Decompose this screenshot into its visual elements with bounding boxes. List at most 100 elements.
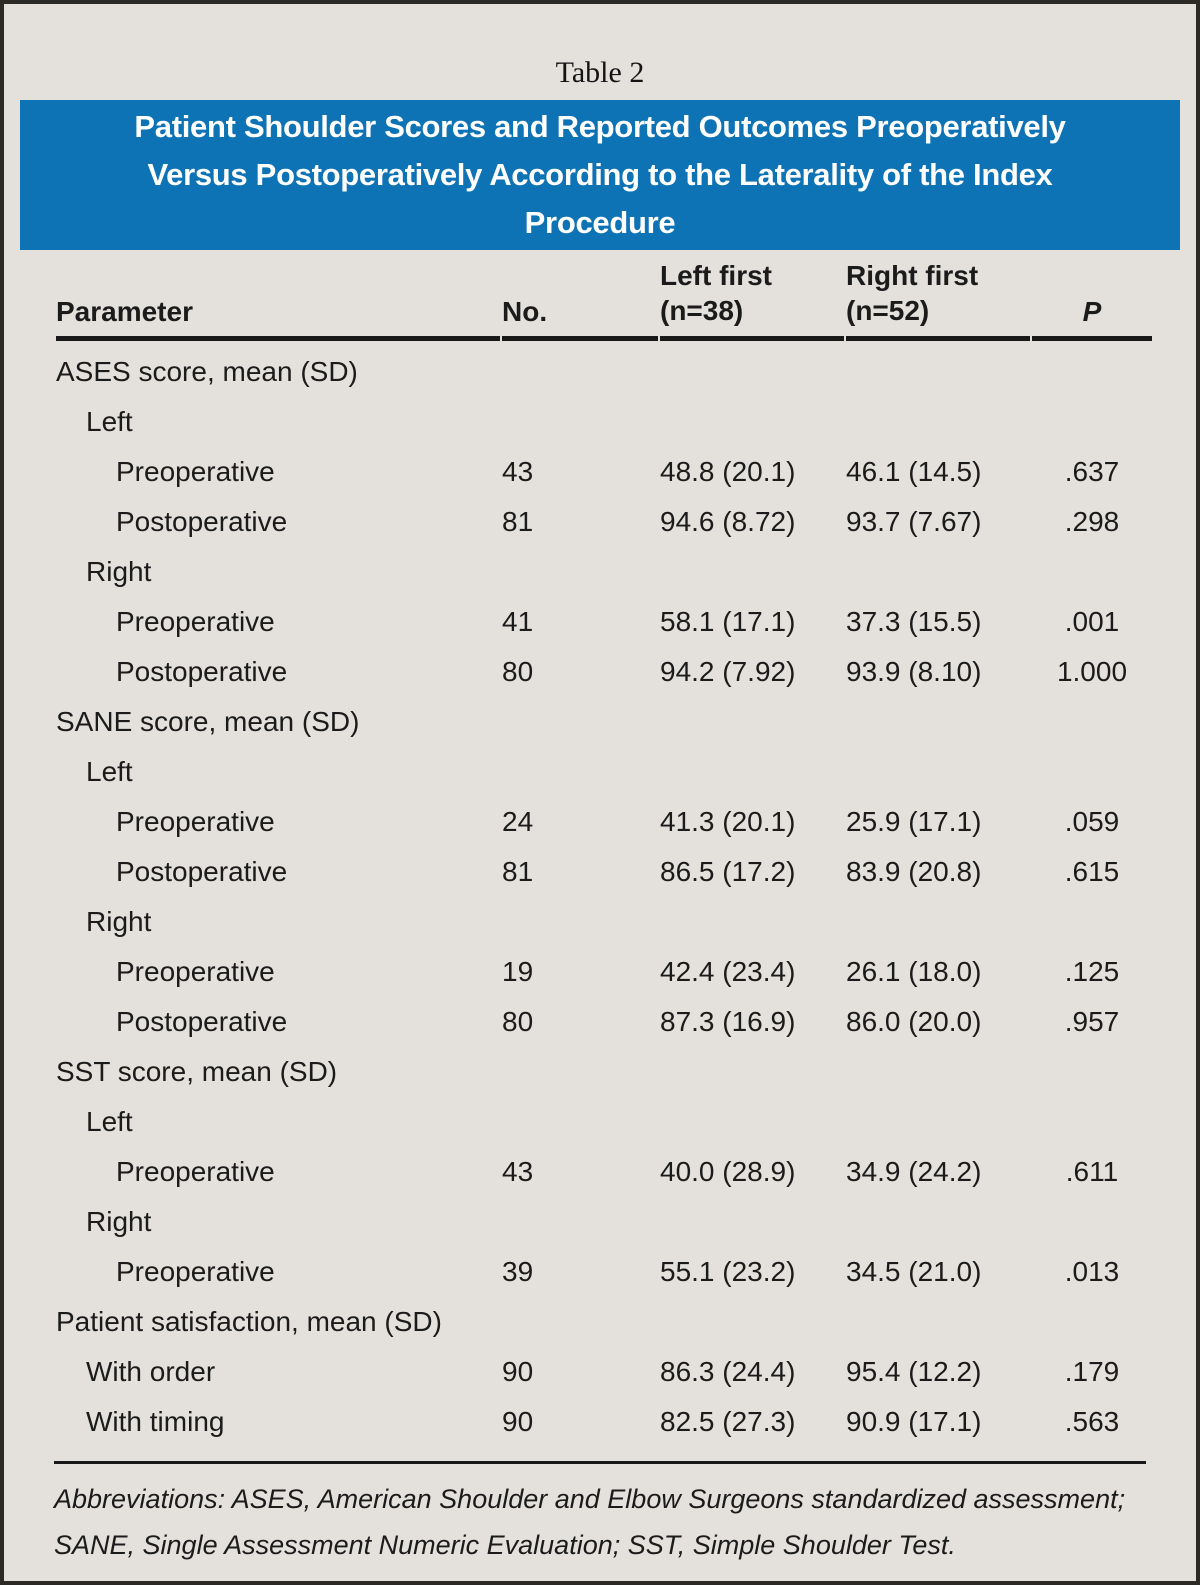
row-right-first-value: 90.9 (17.1) xyxy=(846,1406,982,1437)
table-row: Left xyxy=(56,397,1152,447)
table-row: SANE score, mean (SD) xyxy=(56,697,1152,747)
row-label: ASES score, mean (SD) xyxy=(56,356,358,387)
row-p-value: .001 xyxy=(1064,606,1120,637)
table-header-row: Parameter No. Left first (n=38) Right fi… xyxy=(56,250,1152,341)
row-no-value xyxy=(502,1047,658,1097)
row-label: Postoperative xyxy=(116,1006,288,1037)
row-right-first-value xyxy=(846,697,1030,747)
row-left-first-value xyxy=(660,897,844,947)
row-no-value xyxy=(502,397,658,447)
table-row: With order 90 86.3 (24.4) 95.4 (12.2) .1… xyxy=(56,1347,1152,1397)
row-left-first-value: 87.3 (16.9) xyxy=(660,1006,796,1037)
row-label: Postoperative xyxy=(116,856,288,887)
row-left-first-value: 94.6 (8.72) xyxy=(660,506,796,537)
table-row: With timing 90 82.5 (27.3) 90.9 (17.1) .… xyxy=(56,1397,1152,1447)
table-row: Preoperative 41 58.1 (17.1) 37.3 (15.5) … xyxy=(56,597,1152,647)
column-header-left-first-n: (n=38) xyxy=(660,295,744,326)
row-p-value xyxy=(1032,1097,1152,1147)
row-right-first-value xyxy=(846,1097,1030,1147)
row-right-first-value: 26.1 (18.0) xyxy=(846,956,982,987)
row-no-value: 80 xyxy=(502,656,534,687)
row-no-value xyxy=(502,1297,658,1347)
row-label: Preoperative xyxy=(116,456,275,487)
column-header-right-first-label: Right first xyxy=(846,260,979,291)
row-left-first-value: 40.0 (28.9) xyxy=(660,1156,796,1187)
row-no-value: 43 xyxy=(502,456,534,487)
row-left-first-value: 41.3 (20.1) xyxy=(660,806,796,837)
row-p-value: .957 xyxy=(1064,1006,1120,1037)
row-right-first-value: 34.9 (24.2) xyxy=(846,1156,982,1187)
row-left-first-value: 55.1 (23.2) xyxy=(660,1256,796,1287)
row-left-first-value: 82.5 (27.3) xyxy=(660,1406,796,1437)
column-header-no: No. xyxy=(502,250,658,341)
row-no-value: 90 xyxy=(502,1356,534,1387)
row-label: SST score, mean (SD) xyxy=(56,1056,338,1087)
row-left-first-value xyxy=(660,547,844,597)
row-right-first-value xyxy=(846,747,1030,797)
row-left-first-value xyxy=(660,747,844,797)
row-right-first-value: 46.1 (14.5) xyxy=(846,456,982,487)
table-row: Right xyxy=(56,1197,1152,1247)
row-label: Right xyxy=(86,556,152,587)
column-header-right-first: Right first (n=52) xyxy=(846,250,1030,341)
row-left-first-value: 48.8 (20.1) xyxy=(660,456,796,487)
table-title-line-2: Versus Postoperatively According to the … xyxy=(147,157,1053,192)
table-row: Postoperative 81 86.5 (17.2) 83.9 (20.8)… xyxy=(56,847,1152,897)
row-right-first-value: 95.4 (12.2) xyxy=(846,1356,982,1387)
row-right-first-value: 25.9 (17.1) xyxy=(846,806,982,837)
row-label: Postoperative xyxy=(116,506,288,537)
row-right-first-value xyxy=(846,547,1030,597)
row-no-value: 39 xyxy=(502,1256,534,1287)
row-p-value xyxy=(1032,1297,1152,1347)
row-p-value xyxy=(1032,397,1152,447)
table-row: Preoperative 39 55.1 (23.2) 34.5 (21.0) … xyxy=(56,1247,1152,1297)
row-no-value: 19 xyxy=(502,956,534,987)
column-header-left-first: Left first (n=38) xyxy=(660,250,844,341)
row-p-value: .637 xyxy=(1064,456,1120,487)
row-p-value xyxy=(1032,1047,1152,1097)
row-right-first-value: 83.9 (20.8) xyxy=(846,856,982,887)
table-row: Postoperative 80 87.3 (16.9) 86.0 (20.0)… xyxy=(56,997,1152,1047)
table-row: Patient satisfaction, mean (SD) xyxy=(56,1297,1152,1347)
row-no-value: 90 xyxy=(502,1406,534,1437)
table-body: ASES score, mean (SD) Left Preoperative … xyxy=(56,341,1152,1447)
row-right-first-value: 86.0 (20.0) xyxy=(846,1006,982,1037)
row-left-first-value: 42.4 (23.4) xyxy=(660,956,796,987)
row-right-first-value xyxy=(846,1197,1030,1247)
row-right-first-value: 93.9 (8.10) xyxy=(846,656,982,687)
row-no-value: 41 xyxy=(502,606,534,637)
table-row: Preoperative 43 48.8 (20.1) 46.1 (14.5) … xyxy=(56,447,1152,497)
table-row: Right xyxy=(56,897,1152,947)
row-left-first-value: 58.1 (17.1) xyxy=(660,606,796,637)
row-right-first-value: 34.5 (21.0) xyxy=(846,1256,982,1287)
row-p-value: .179 xyxy=(1064,1356,1120,1387)
table-row: SST score, mean (SD) xyxy=(56,1047,1152,1097)
row-right-first-value xyxy=(846,397,1030,447)
footnote-section: Abbreviations: ASES, American Shoulder a… xyxy=(54,1461,1146,1568)
row-no-value: 24 xyxy=(502,806,534,837)
row-right-first-value: 37.3 (15.5) xyxy=(846,606,982,637)
outcomes-table: Parameter No. Left first (n=38) Right fi… xyxy=(54,250,1154,1447)
row-no-value: 81 xyxy=(502,856,534,887)
row-p-value xyxy=(1032,747,1152,797)
row-left-first-value xyxy=(660,1197,844,1247)
row-no-value xyxy=(502,897,658,947)
row-left-first-value xyxy=(660,1047,844,1097)
table-row: Right xyxy=(56,547,1152,597)
row-no-value xyxy=(502,547,658,597)
column-header-left-first-label: Left first xyxy=(660,260,772,291)
row-left-first-value xyxy=(660,697,844,747)
table-title-line-3: Procedure xyxy=(524,205,676,240)
row-p-value: .563 xyxy=(1064,1406,1120,1437)
row-right-first-value xyxy=(846,1047,1030,1097)
row-label: Patient satisfaction, mean (SD) xyxy=(56,1306,442,1337)
row-label: Preoperative xyxy=(116,1156,275,1187)
row-right-first-value xyxy=(846,897,1030,947)
row-label: With order xyxy=(86,1356,216,1387)
row-left-first-value xyxy=(660,1097,844,1147)
row-right-first-value xyxy=(846,1297,1030,1347)
row-p-value: 1.000 xyxy=(1056,656,1128,687)
row-label: Left xyxy=(86,406,133,437)
row-label: Right xyxy=(86,906,152,937)
row-no-value: 80 xyxy=(502,1006,534,1037)
